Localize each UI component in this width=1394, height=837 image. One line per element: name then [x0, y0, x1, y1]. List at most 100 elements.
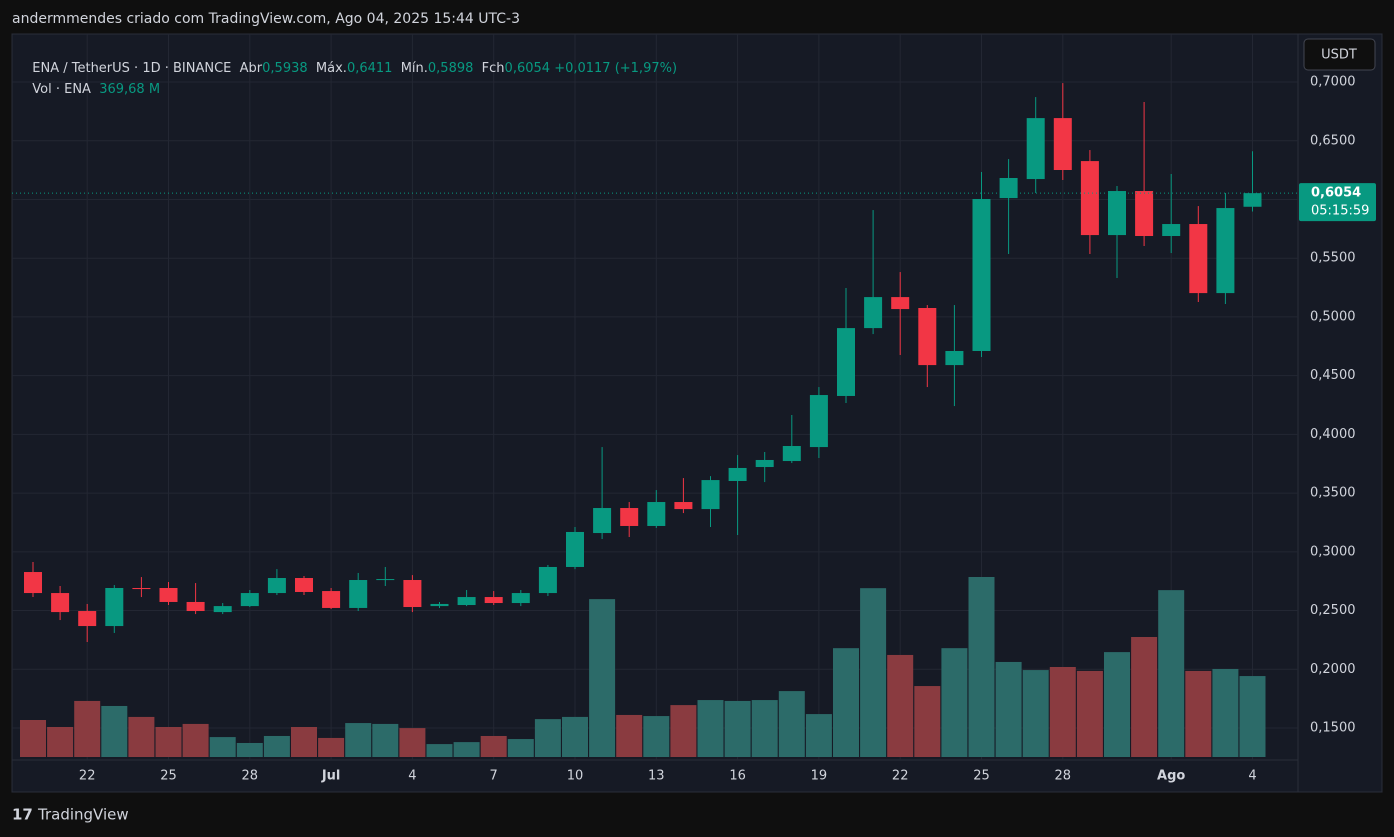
volume-bar [291, 727, 317, 757]
candle-body [78, 611, 97, 627]
y-tick-label: 0,7000 [1310, 75, 1356, 90]
volume-value: 369,68 M [99, 82, 161, 97]
volume-bar [751, 700, 778, 757]
volume-bar [1104, 652, 1130, 757]
low-value: 0,5898 [427, 61, 474, 76]
volume-bar [480, 735, 507, 757]
candle-body [132, 587, 151, 590]
symbol: ENA / TetherUS · 1D · BINANCE [32, 61, 232, 76]
candle-body [701, 480, 720, 510]
volume-bar [697, 700, 724, 757]
x-tick-label: 19 [811, 769, 828, 784]
volume-bar [670, 705, 697, 757]
candle-body [891, 297, 910, 310]
candle-body [1243, 193, 1262, 207]
volume-bar [453, 742, 480, 757]
high-label: Máx. [315, 61, 347, 76]
candle-body [566, 531, 584, 567]
volume-bar [1185, 670, 1212, 757]
y-tick-label: 0,1500 [1310, 720, 1356, 735]
candle-body [647, 502, 666, 526]
candle-body [620, 508, 639, 526]
volume-bar [833, 648, 859, 757]
close-value: 0,6054 [504, 61, 551, 76]
y-tick-label: 0,2000 [1310, 662, 1356, 677]
volume-bar [209, 737, 236, 757]
volume-bar [1212, 668, 1239, 757]
volume-bar [778, 691, 805, 757]
x-tick-label: 22 [892, 769, 909, 784]
volume-bar [1049, 667, 1076, 757]
volume-bar [236, 742, 263, 757]
close-label: Fch [481, 61, 505, 76]
candle-body [1026, 118, 1045, 180]
candle-body [213, 606, 232, 613]
last-price-badge [1299, 183, 1376, 222]
footer-brand: TradingView [37, 806, 129, 824]
volume-bar [507, 739, 534, 757]
open-value: 0,5938 [262, 61, 308, 76]
volume-bar [968, 577, 995, 757]
volume-bar [1158, 590, 1185, 757]
volume-bar [534, 719, 561, 757]
footer-logo: 𝟭𝟳 [12, 806, 33, 824]
y-tick-label: 0,6500 [1310, 133, 1356, 148]
volume-bar [426, 744, 453, 757]
volume-bar [805, 714, 832, 757]
x-tick-label: 4 [408, 769, 416, 784]
volume-bar [724, 700, 751, 757]
volume-bar [399, 728, 426, 757]
volume-bar [887, 654, 914, 757]
x-tick-label: 25 [160, 769, 177, 784]
volume-bar [74, 700, 101, 757]
y-tick-label: 0,3000 [1310, 544, 1356, 559]
volume-legend: Vol · ENA 369,68 M [24, 67, 160, 97]
candle-body [1162, 224, 1181, 237]
currency-button[interactable] [1303, 38, 1376, 71]
candle-body [457, 597, 476, 606]
candle-body [1108, 191, 1126, 236]
candle-body [593, 508, 612, 534]
volume-bar [182, 723, 209, 757]
change-value: +0,0117 (+1,97%) [554, 61, 678, 76]
y-tick-label: 0,2500 [1310, 603, 1356, 618]
x-tick-label: 4 [1248, 769, 1256, 784]
volume-bar [589, 599, 616, 757]
candle-body [1135, 191, 1154, 237]
candle-body [918, 308, 937, 366]
candle-body [945, 350, 964, 366]
currency-button-label[interactable]: USDT [1321, 48, 1357, 63]
x-tick-label: 25 [973, 769, 990, 784]
x-tick-label: 13 [648, 769, 665, 784]
volume-bar [995, 661, 1022, 757]
y-tick-label: 0,5000 [1310, 309, 1356, 324]
candle-body [295, 578, 313, 592]
candle-body [24, 572, 42, 594]
candle-body [430, 603, 449, 607]
volume-bar [47, 727, 74, 757]
volume-bar [1076, 670, 1103, 757]
x-tick-label: 7 [490, 769, 498, 784]
volume-bar [1239, 676, 1266, 757]
volume-bar [914, 686, 941, 757]
last-price-label: 0,6054 [1311, 186, 1361, 201]
volume-bar [372, 723, 399, 757]
volume-bar [616, 714, 643, 757]
candle-body [972, 199, 991, 351]
header-title: andermmendes criado com TradingView.com,… [12, 11, 520, 27]
volume-bar [860, 588, 887, 757]
x-tick-label: Jul [321, 769, 341, 784]
candle-body [782, 446, 801, 462]
y-tick-label: 0,5500 [1310, 251, 1356, 266]
candle-body [51, 593, 70, 613]
x-tick-label: 10 [567, 769, 584, 784]
candle-body [376, 579, 395, 581]
candle-body [674, 502, 693, 510]
candle-body [1216, 208, 1235, 294]
candle-body [322, 591, 341, 608]
candle-body [349, 580, 368, 608]
volume-bar [101, 705, 128, 757]
candle-body [240, 593, 259, 607]
